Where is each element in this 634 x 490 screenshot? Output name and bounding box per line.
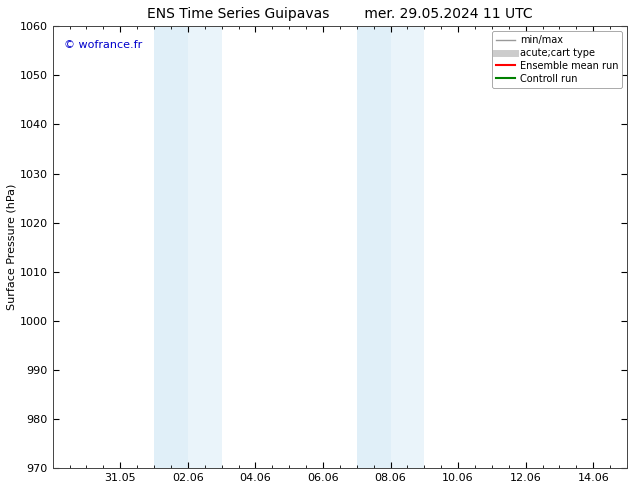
Bar [391, 26, 424, 468]
Bar [357, 26, 391, 468]
Bar [154, 26, 188, 468]
Title: ENS Time Series Guipavas        mer. 29.05.2024 11 UTC: ENS Time Series Guipavas mer. 29.05.2024… [147, 7, 533, 21]
Legend: min/max, acute;cart type, Ensemble mean run, Controll run: min/max, acute;cart type, Ensemble mean … [491, 31, 622, 88]
Bar [188, 26, 222, 468]
Text: © wofrance.fr: © wofrance.fr [64, 40, 143, 49]
Y-axis label: Surface Pressure (hPa): Surface Pressure (hPa) [7, 184, 17, 311]
